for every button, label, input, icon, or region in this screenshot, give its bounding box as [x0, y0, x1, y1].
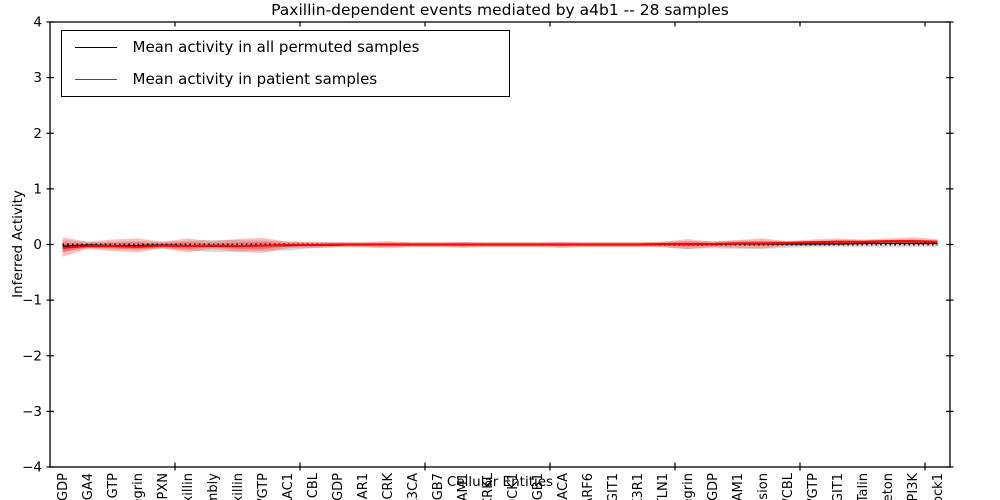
- patient-std-band-inner: [62, 239, 938, 253]
- x-category-label: ARF6/GTP: [806, 473, 821, 500]
- patient-line-swatch-icon: [74, 78, 117, 80]
- y-axis-tick-label: −2: [22, 348, 42, 364]
- legend-item-patient: Mean activity in patient samples: [74, 65, 509, 93]
- y-axis-tick-label: 2: [33, 126, 42, 142]
- y-axis-tick-label: −3: [22, 404, 42, 420]
- y-axis-title: Inferred Activity: [10, 190, 26, 298]
- y-axis-tick-label: 0: [33, 237, 42, 253]
- x-category-label: BCAR1: [356, 473, 371, 500]
- legend-item-permuted: Mean activity in all permuted samples: [74, 33, 509, 61]
- x-category-label: Rac1/GTP: [256, 473, 271, 500]
- x-category-label: alpha4/beta1 Integrin/Paxillin/VCAM1: [731, 473, 746, 500]
- x-category-label: mol:GTP: [106, 473, 121, 500]
- permuted-line-swatch-icon: [74, 46, 117, 48]
- y-axis-tick-label: −1: [22, 293, 42, 309]
- x-category-label: PXN: [156, 473, 171, 499]
- legend-label-permuted: Mean activity in all permuted samples: [132, 38, 420, 56]
- x-category-label: ARF6/GDP: [706, 473, 721, 500]
- x-category-label: ARF6: [581, 473, 596, 500]
- x-category-label: ITGB1: [531, 473, 546, 500]
- chart-title: Paxillin-dependent events mediated by a4…: [271, 1, 729, 19]
- y-axis-tick-label: 3: [33, 70, 42, 86]
- x-category-label: ITGB7: [431, 473, 446, 500]
- x-category-label: DOCK1: [506, 473, 521, 500]
- x-category-label: alpha4/beta1 Integrin/Paxillin/Talin: [856, 473, 871, 500]
- x-category-label: alpha4/beta7 Integrin/Paxillin: [181, 473, 196, 500]
- patient-mean-line: [62, 240, 938, 249]
- y-axis-tick-label: 1: [33, 181, 42, 197]
- x-axis-title: Cellular Entities: [446, 474, 554, 490]
- x-category-label: alpha4/beta1 Integrin/Paxillin: [231, 473, 246, 500]
- x-category-label: lamellipodium assembly: [206, 473, 221, 500]
- x-category-label: ITGA4: [81, 473, 96, 500]
- x-category-label: Rac1/GDP: [331, 473, 346, 500]
- x-category-label: PIK3CA: [406, 473, 421, 500]
- x-category-label: VCAM1: [456, 473, 471, 500]
- x-category-label: PIK3R1: [631, 473, 646, 500]
- x-category-label: PRKACA: [556, 473, 571, 500]
- x-category-label: PI3K: [906, 473, 921, 500]
- x-category-label: alpha4/beta1 Integrin: [681, 473, 696, 500]
- patient-std-band: [62, 237, 938, 257]
- x-category-label: CBL: [306, 472, 321, 498]
- x-category-label: cell adhesion: [756, 473, 771, 500]
- x-category-label: GIT1: [606, 473, 621, 500]
- y-axis-tick-label: −4: [22, 460, 42, 476]
- x-category-label: TLN1: [656, 473, 671, 500]
- x-category-label: alpha4/beta1 Integrin/Paxillin/Talin/Act…: [881, 473, 896, 500]
- x-category-label: alpha4/beta7 Integrin: [131, 473, 146, 500]
- y-axis-tick-label: 4: [33, 15, 42, 31]
- x-category-label: mol:GDP: [56, 473, 71, 500]
- x-category-label: alpha4/beta1 Integrin/Paxillin/GIT1: [831, 473, 846, 500]
- legend-label-patient: Mean activity in patient samples: [132, 70, 378, 88]
- x-category-label: CRK: [381, 473, 396, 500]
- legend: Mean activity in all permuted samples Me…: [60, 29, 510, 97]
- x-category-label: CRKL: [481, 472, 496, 500]
- x-category-label: CRKL/CBL: [781, 472, 796, 500]
- x-category-label: RAC1: [281, 473, 296, 500]
- x-category-label: p130Cas/Crk/Dock1: [931, 473, 946, 500]
